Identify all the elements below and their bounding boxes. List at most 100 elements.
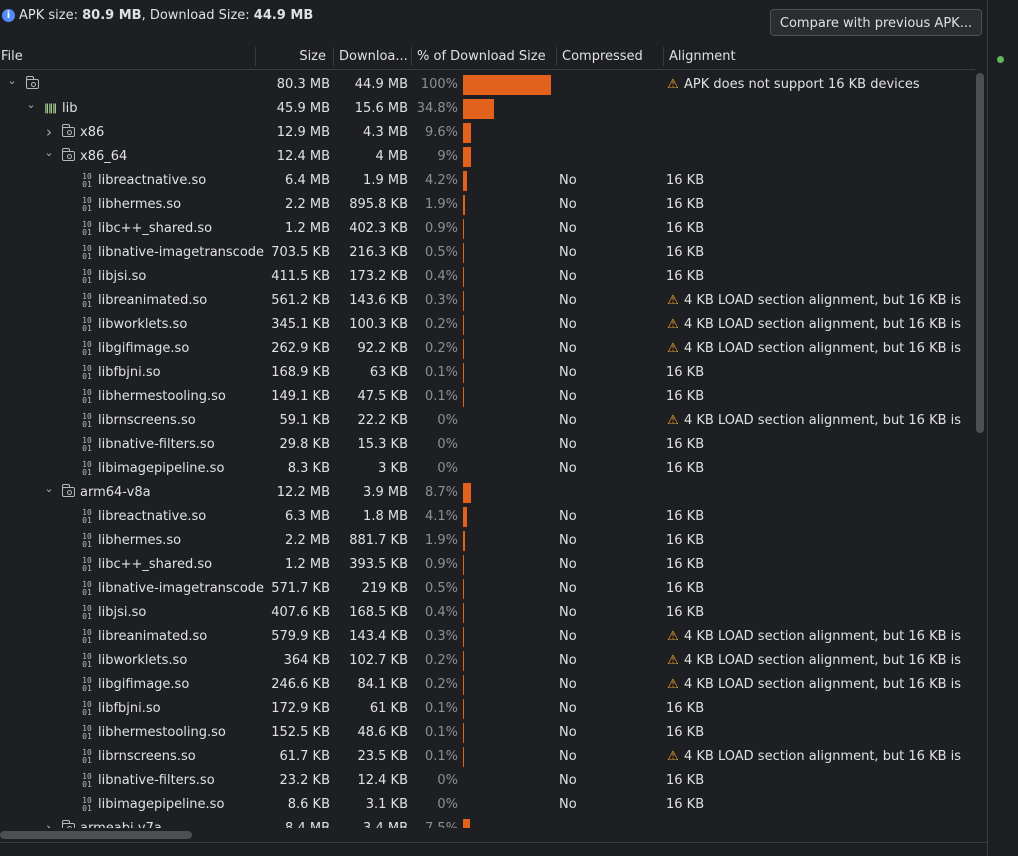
- column-header-download-size[interactable]: Downloa...: [339, 49, 408, 64]
- table-row[interactable]: 10 01 libnative-imagetranscode 703.5 KB 216…: [0, 241, 975, 265]
- table-row[interactable]: ⌄ ‖‖‖ lib 45.9 MB 15.6 MB 34.8%: [0, 97, 975, 121]
- so-file-icon: 10 01: [82, 556, 92, 573]
- download-size-bar: [463, 195, 465, 215]
- file-size: 561.2 KB: [271, 293, 330, 308]
- table-row[interactable]: 10 01 libc++_shared.so 1.2 MB 393.5 KB 0.9% N…: [0, 553, 975, 577]
- table-row[interactable]: 10 01 libfbjni.so 168.9 KB 63 KB 0.1% No 16 KB: [0, 361, 975, 385]
- download-size: 15.3 KB: [357, 437, 408, 452]
- column-divider[interactable]: [663, 47, 664, 66]
- download-percent: 7.5%: [412, 817, 458, 828]
- table-row[interactable]: 10 01 libc++_shared.so 1.2 MB 402.3 KB 0.9% N…: [0, 217, 975, 241]
- alignment-value: 16 KB: [666, 601, 961, 625]
- table-row[interactable]: ⌄ x86_64 12.4 MB 4 MB 9%: [0, 145, 975, 169]
- table-row[interactable]: 10 01 libgifimage.so 262.9 KB 92.2 KB 0.2% No…: [0, 337, 975, 361]
- file-size: 12.2 MB: [276, 485, 330, 500]
- alignment-text: APK does not support 16 KB devices: [684, 77, 920, 92]
- column-header-size[interactable]: Size: [299, 49, 326, 64]
- table-row[interactable]: 10 01 libhermes.so 2.2 MB 881.7 KB 1.9% No 16 …: [0, 529, 975, 553]
- file-size: 6.3 MB: [285, 509, 330, 524]
- apk-size-value: 80.9 MB: [82, 8, 142, 23]
- file-name: arm64-v8a: [80, 485, 151, 500]
- table-row[interactable]: 10 01 librnscreens.so 61.7 KB 23.5 KB 0.1% No…: [0, 745, 975, 769]
- compressed-value: No: [559, 725, 577, 740]
- table-row[interactable]: 10 01 libhermestooling.so 152.5 KB 48.6 KB 0…: [0, 721, 975, 745]
- horizontal-scrollbar[interactable]: [0, 831, 192, 839]
- table-row[interactable]: 10 01 libreactnative.so 6.4 MB 1.9 MB 4.2% No…: [0, 169, 975, 193]
- table-row[interactable]: 10 01 libworklets.so 345.1 KB 100.3 KB 0.2% N…: [0, 313, 975, 337]
- chevron-down-icon[interactable]: ⌄: [44, 482, 54, 495]
- compare-previous-apk-button[interactable]: Compare with previous APK...: [770, 9, 982, 36]
- table-row[interactable]: 10 01 libfbjni.so 172.9 KB 61 KB 0.1% No 16 KB: [0, 697, 975, 721]
- download-percent: 34.8%: [416, 101, 458, 116]
- download-size-bar: [463, 99, 494, 119]
- compressed-value: No: [559, 269, 577, 284]
- file-name: x86: [80, 125, 105, 140]
- so-file-icon: 10 01: [82, 172, 92, 189]
- download-size: 23.5 KB: [357, 749, 408, 764]
- compressed-value: No: [559, 317, 577, 332]
- table-row[interactable]: 10 01 libhermes.so 2.2 MB 895.8 KB 1.9% No 16 …: [0, 193, 975, 217]
- so-file-icon: 10 01: [82, 628, 92, 645]
- file-size: 411.5 KB: [271, 269, 330, 284]
- column-header-percent-download[interactable]: % of Download Size: [417, 49, 546, 64]
- chevron-down-icon[interactable]: ⌄: [7, 74, 17, 87]
- table-row[interactable]: ⌄ arm64-v8a 12.2 MB 3.9 MB 8.7%: [0, 481, 975, 505]
- table-row[interactable]: 10 01 libimagepipeline.so 8.3 KB 3 KB 0% No 16…: [0, 457, 975, 481]
- download-size-bar: [463, 531, 465, 551]
- table-row[interactable]: 10 01 libhermestooling.so 149.1 KB 47.5 KB 0…: [0, 385, 975, 409]
- column-divider[interactable]: [556, 47, 557, 66]
- alignment-text: 16 KB: [666, 533, 705, 548]
- file-name: libc++_shared.so: [98, 221, 213, 236]
- column-divider[interactable]: [333, 47, 334, 66]
- download-percent: 0%: [437, 413, 458, 428]
- file-name: libworklets.so: [98, 653, 188, 668]
- alignment-value: 16 KB: [666, 505, 961, 529]
- alignment-text: 16 KB: [666, 365, 705, 380]
- table-row[interactable]: 10 01 libnative-imagetranscode 571.7 KB 219…: [0, 577, 975, 601]
- column-header-alignment[interactable]: Alignment: [669, 49, 736, 64]
- alignment-text: 16 KB: [666, 197, 705, 212]
- table-row[interactable]: 10 01 libreanimated.so 579.9 KB 143.4 KB 0.3…: [0, 625, 975, 649]
- table-row[interactable]: › armeabi-v7a 8.4 MB 3.4 MB 7.5%: [0, 817, 975, 828]
- download-percent: 1.9%: [424, 197, 458, 212]
- chevron-down-icon[interactable]: ⌄: [44, 146, 54, 159]
- table-row[interactable]: 10 01 libimagepipeline.so 8.6 KB 3.1 KB 0% No…: [0, 793, 975, 817]
- so-file-icon: 10 01: [82, 508, 92, 525]
- side-panel: [987, 0, 1018, 856]
- vertical-scrollbar[interactable]: [976, 73, 984, 433]
- so-file-icon: 10 01: [82, 604, 92, 621]
- compressed-value: No: [559, 197, 577, 212]
- so-file-icon: 10 01: [82, 196, 92, 213]
- table-row[interactable]: 10 01 librnscreens.so 59.1 KB 22.2 KB 0% No ⚠ 4…: [0, 409, 975, 433]
- compressed-value: No: [559, 797, 577, 812]
- warning-icon: ⚠: [667, 653, 679, 668]
- table-row[interactable]: 10 01 libreactnative.so 6.3 MB 1.8 MB 4.1% No…: [0, 505, 975, 529]
- table-row[interactable]: 10 01 libjsi.so 407.6 KB 168.5 KB 0.4% No 16 K…: [0, 601, 975, 625]
- file-size: 2.2 MB: [285, 533, 330, 548]
- table-row[interactable]: 10 01 libreanimated.so 561.2 KB 143.6 KB 0.3…: [0, 289, 975, 313]
- chevron-right-icon[interactable]: ›: [46, 123, 52, 141]
- table-row[interactable]: › x86 12.9 MB 4.3 MB 9.6%: [0, 121, 975, 145]
- column-divider[interactable]: [411, 47, 412, 66]
- chevron-down-icon[interactable]: ⌄: [26, 98, 36, 111]
- table-row[interactable]: 10 01 libnative-filters.so 29.8 KB 15.3 KB 0…: [0, 433, 975, 457]
- download-size: 4 MB: [375, 149, 408, 164]
- download-percent: 1.9%: [424, 533, 458, 548]
- column-divider[interactable]: [255, 47, 256, 66]
- column-header-compressed[interactable]: Compressed: [562, 49, 643, 64]
- table-row[interactable]: 10 01 libnative-filters.so 23.2 KB 12.4 KB 0…: [0, 769, 975, 793]
- download-size-value: 44.9 MB: [253, 8, 314, 23]
- table-row[interactable]: 10 01 libgifimage.so 246.6 KB 84.1 KB 0.2% No…: [0, 673, 975, 697]
- table-row[interactable]: ⌄ 80.3 MB 44.9 MB 100% ⚠ APK does not support…: [0, 73, 975, 97]
- column-header-file[interactable]: File: [1, 49, 23, 64]
- compressed-value: No: [559, 389, 577, 404]
- download-size-bar: [463, 675, 464, 695]
- alignment-text: 16 KB: [666, 437, 705, 452]
- table-row[interactable]: 10 01 libjsi.so 411.5 KB 173.2 KB 0.4% No 16 K…: [0, 265, 975, 289]
- file-tree[interactable]: ⌄ 80.3 MB 44.9 MB 100% ⚠ APK does not support…: [0, 73, 975, 828]
- table-row[interactable]: 10 01 libworklets.so 364 KB 102.7 KB 0.2% No ⚠…: [0, 649, 975, 673]
- download-percent: 0%: [437, 773, 458, 788]
- file-name: libhermes.so: [98, 533, 182, 548]
- download-size: 143.4 KB: [349, 629, 408, 644]
- chevron-right-icon[interactable]: ›: [46, 819, 52, 829]
